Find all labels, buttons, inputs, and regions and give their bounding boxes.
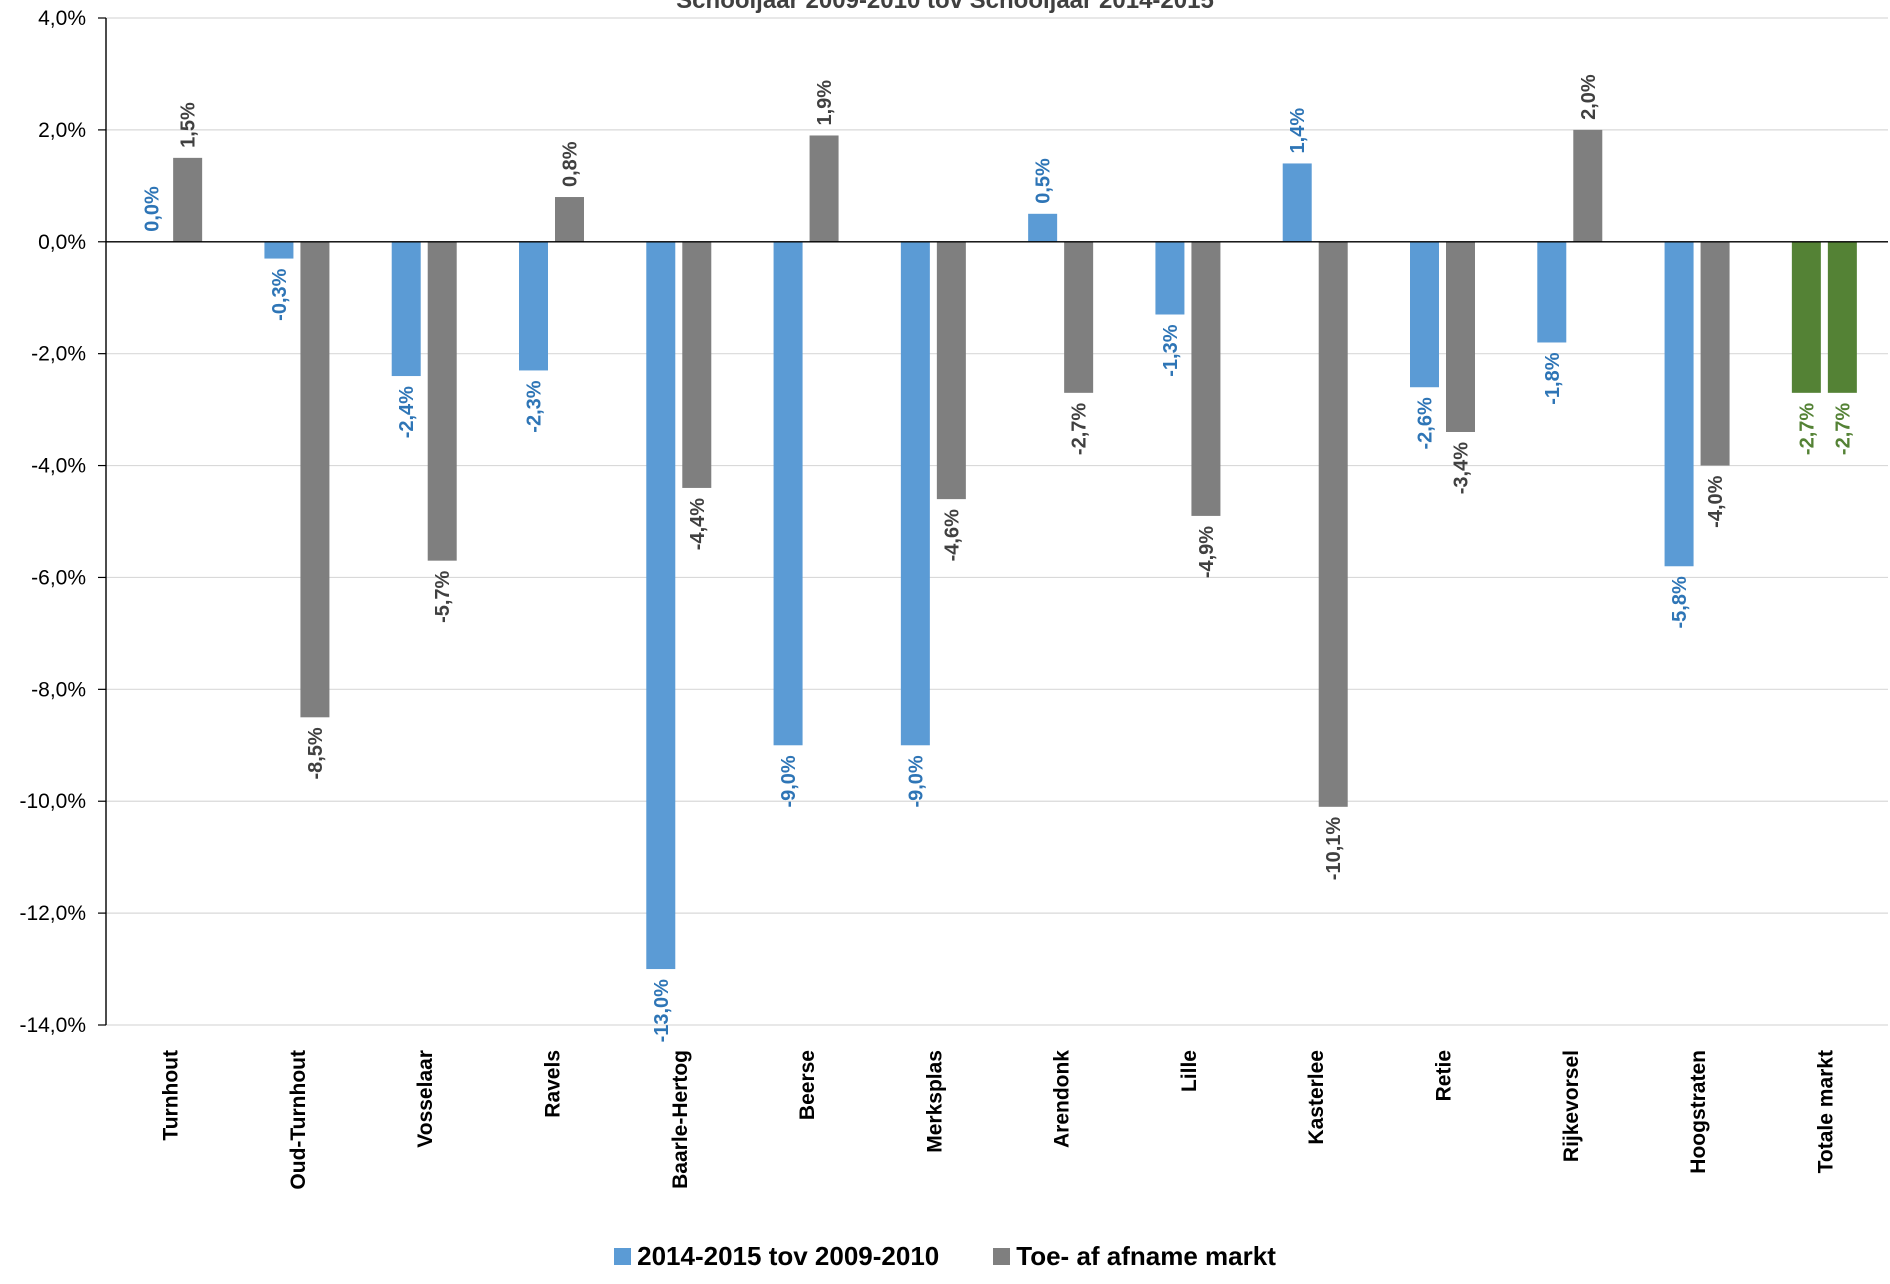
y-tick-label: -10,0%	[19, 790, 86, 813]
bar-2	[1319, 242, 1348, 807]
bar-1	[774, 242, 803, 746]
data-label: -4,0%	[1705, 475, 1727, 527]
data-label: 1,9%	[814, 80, 836, 126]
y-tick-label: -8,0%	[31, 678, 86, 701]
data-label: -2,4%	[396, 386, 418, 438]
bar-2	[810, 135, 839, 241]
x-tick-label: Arendonk	[1051, 1050, 1074, 1148]
bar-2	[1064, 242, 1093, 393]
bar-1	[646, 242, 675, 969]
y-tick-label: -14,0%	[19, 1014, 86, 1037]
data-label: -3,4%	[1451, 442, 1473, 494]
data-label: 1,5%	[178, 102, 200, 148]
bar-1	[1410, 242, 1439, 387]
legend-label-series-1: 2014-2015 tov 2009-2010	[637, 1241, 939, 1272]
legend-swatch-series-2	[993, 1248, 1010, 1265]
data-label: -4,6%	[941, 509, 963, 561]
data-label: -4,4%	[687, 498, 709, 550]
bar-2	[1701, 242, 1730, 466]
data-label: 1,4%	[1287, 108, 1309, 154]
y-tick-label: 4,0%	[38, 7, 86, 30]
legend: 2014-2015 tov 2009-2010 Toe- af afname m…	[0, 1236, 1890, 1276]
data-label: -0,3%	[269, 268, 291, 320]
x-tick-label: Retie	[1433, 1050, 1456, 1101]
data-label: -4,9%	[1196, 526, 1218, 578]
bar-2	[1828, 242, 1857, 393]
data-label: -10,1%	[1323, 817, 1345, 881]
gridlines	[106, 18, 1888, 1025]
bar-2	[1191, 242, 1220, 516]
data-label: -2,6%	[1415, 397, 1437, 449]
x-tick-label: Kasterlee	[1305, 1050, 1328, 1145]
data-label: -5,8%	[1669, 576, 1691, 628]
x-tick-label: Totale markt	[1814, 1050, 1837, 1173]
bar-1	[1028, 214, 1057, 242]
x-tick-label: Merksplas	[923, 1050, 946, 1153]
bar-1	[1155, 242, 1184, 315]
data-label: 0,8%	[560, 141, 582, 187]
bar-1	[901, 242, 930, 746]
y-tick-label: -12,0%	[19, 902, 86, 925]
data-label: -2,3%	[524, 380, 546, 432]
legend-item-series-2: Toe- af afname markt	[993, 1241, 1276, 1272]
data-label: -9,0%	[905, 755, 927, 807]
data-label: -8,5%	[305, 727, 327, 779]
data-label: 2,0%	[1578, 74, 1600, 120]
data-label: 0,0%	[142, 186, 164, 232]
bar-1	[1537, 242, 1566, 343]
chart-title: Schooljaar 2009-2010 tov Schooljaar 2014…	[676, 0, 1214, 14]
data-label: -1,8%	[1542, 352, 1564, 404]
bar-2	[300, 242, 329, 718]
legend-item-series-1: 2014-2015 tov 2009-2010	[614, 1241, 939, 1272]
bar-1	[519, 242, 548, 371]
y-tick-label: 0,0%	[38, 231, 86, 254]
x-tick-label: Baarle-Hertog	[669, 1050, 692, 1189]
x-tick-label: Rijkevorsel	[1560, 1050, 1583, 1162]
bar-2	[555, 197, 584, 242]
x-tick-label: Vosselaar	[414, 1050, 437, 1148]
y-tick-label: 2,0%	[38, 119, 86, 142]
y-tick-label: -6,0%	[31, 566, 86, 589]
bar-2	[937, 242, 966, 499]
axes: 4,0% 2,0% 0,0% -2,0% -4,0% -6,0% -8,0% -10,0% -1…	[19, 7, 1888, 1190]
data-label: -1,3%	[1160, 324, 1182, 376]
bar-2	[682, 242, 711, 488]
y-tick-label: -4,0%	[31, 455, 86, 478]
legend-swatch-series-1	[614, 1248, 631, 1265]
bar-2	[1573, 130, 1602, 242]
bars	[137, 130, 1857, 969]
x-tick-label: Beerse	[796, 1050, 819, 1120]
x-tick-label: Turnhout	[160, 1050, 183, 1141]
data-label: -5,7%	[432, 570, 454, 622]
bar-1	[1665, 242, 1694, 566]
x-tick-label: Oud-Turnhout	[287, 1050, 310, 1190]
bar-1	[1283, 163, 1312, 241]
x-tick-label: Ravels	[542, 1050, 565, 1118]
legend-label-series-2: Toe- af afname markt	[1016, 1241, 1276, 1272]
data-label: 0,5%	[1033, 158, 1055, 204]
y-tick-label: -2,0%	[31, 343, 86, 366]
bar-2	[173, 158, 202, 242]
bar-2	[1446, 242, 1475, 432]
data-label: -13,0%	[651, 979, 673, 1043]
data-label: -2,7%	[1832, 403, 1854, 455]
x-tick-label: Hoogstraten	[1687, 1050, 1710, 1174]
x-tick-label: Lille	[1178, 1050, 1201, 1092]
bar-2	[428, 242, 457, 561]
data-label: -9,0%	[778, 755, 800, 807]
bar-1	[1792, 242, 1821, 393]
bar-1	[264, 242, 293, 259]
data-label: -2,7%	[1069, 403, 1091, 455]
bar-1	[392, 242, 421, 376]
data-label: -2,7%	[1796, 403, 1818, 455]
